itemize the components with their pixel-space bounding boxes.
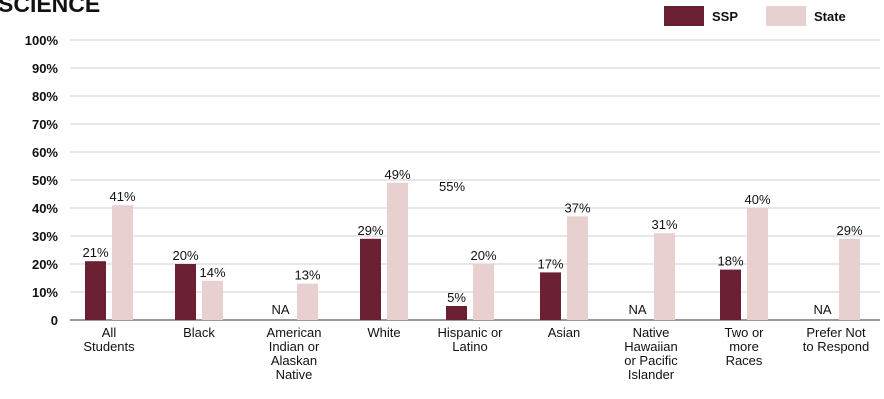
- category-label: Two or more Races: [724, 325, 764, 368]
- state-bar: [654, 233, 675, 320]
- legend-ssp-label: SSP: [712, 9, 738, 24]
- state-data-label: 40%: [744, 192, 770, 207]
- state-data-label: 41%: [109, 189, 135, 204]
- state-bar: [839, 238, 860, 320]
- state-data-label: 31%: [651, 217, 677, 232]
- legend-ssp-swatch: [664, 6, 704, 26]
- category-label: Prefer Not to Respond: [803, 325, 870, 354]
- bars: [85, 182, 860, 320]
- legend-state-swatch: [766, 6, 806, 26]
- ssp-data-label: NA: [271, 302, 289, 317]
- state-bar: [567, 216, 588, 320]
- legend-state-label: State: [814, 9, 846, 24]
- state-bar: [387, 182, 408, 320]
- y-axis-ticks: 0 10% 20% 30% 40% 50% 60% 70% 80% 90% 100%: [25, 33, 59, 328]
- y-tick-label: 40%: [32, 201, 58, 216]
- annotation-label: 55%: [439, 179, 465, 194]
- ssp-data-label: 29%: [357, 223, 383, 238]
- y-tick-label: 30%: [32, 229, 58, 244]
- legend: SSP State: [664, 6, 846, 26]
- y-tick-label: 60%: [32, 145, 58, 160]
- y-tick-label: 90%: [32, 61, 58, 76]
- ssp-data-label: 17%: [537, 256, 563, 271]
- ssp-bar: [540, 272, 561, 320]
- category-label: Asian: [548, 325, 581, 340]
- state-bar: [202, 280, 223, 320]
- y-tick-label: 50%: [32, 173, 58, 188]
- y-tick-label: 20%: [32, 257, 58, 272]
- ssp-data-label: 5%: [447, 290, 466, 305]
- ssp-bar: [85, 261, 106, 320]
- category-label: Native Hawaiian or Pacific Islander: [624, 325, 678, 382]
- ssp-data-label: 21%: [82, 245, 108, 260]
- ssp-bar: [446, 306, 467, 320]
- category-label: Black: [183, 325, 215, 340]
- state-data-label: 13%: [294, 268, 320, 283]
- ssp-bar: [175, 264, 196, 320]
- state-bar: [297, 283, 318, 320]
- y-tick-label: 100%: [25, 33, 59, 48]
- ssp-data-label: NA: [813, 302, 831, 317]
- x-axis-categories: All Students Black American Indian or Alaskan…: [83, 325, 869, 382]
- y-tick-label: 70%: [32, 117, 58, 132]
- ssp-data-label: 18%: [717, 254, 743, 269]
- y-tick-label: 10%: [32, 285, 58, 300]
- data-labels: 21%41%20%14%NA13%29%49%5%20%17%37%NA31%1…: [82, 167, 862, 317]
- category-label: All Students: [83, 325, 135, 354]
- state-data-label: 49%: [384, 167, 410, 182]
- category-label: White: [367, 325, 400, 340]
- ssp-data-label: NA: [628, 302, 646, 317]
- state-data-label: 20%: [470, 248, 496, 263]
- state-data-label: 29%: [836, 223, 862, 238]
- state-data-label: 14%: [199, 265, 225, 280]
- state-bar: [112, 205, 133, 320]
- ssp-bar: [720, 269, 741, 320]
- ssp-data-label: 20%: [172, 248, 198, 263]
- y-tick-label: 80%: [32, 89, 58, 104]
- category-label: American Indian or Alaskan Native: [267, 325, 322, 382]
- state-bar: [473, 264, 494, 320]
- chart-title: SCIENCE: [0, 0, 100, 17]
- category-label: Hispanic or Latino: [437, 325, 503, 354]
- state-data-label: 37%: [564, 200, 590, 215]
- state-bar: [747, 208, 768, 320]
- ssp-bar: [360, 238, 381, 320]
- y-tick-label: 0: [51, 313, 58, 328]
